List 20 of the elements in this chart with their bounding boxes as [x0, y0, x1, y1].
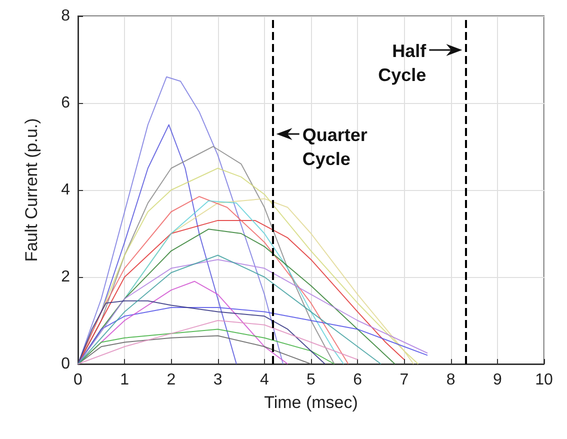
x-tick-label: 1	[120, 372, 130, 388]
x-tick-label: 0	[74, 372, 83, 388]
x-tick-label: 6	[353, 372, 362, 388]
y-axis-title: Fault Current (p.u.)	[22, 118, 41, 262]
x-tick-label: 3	[213, 372, 222, 388]
x-tick-label: 8	[446, 372, 456, 388]
x-tick-label: 7	[400, 372, 409, 388]
y-tick-label: 2	[61, 268, 70, 286]
y-tick-label: 4	[61, 182, 70, 198]
y-tick-label: 6	[61, 94, 70, 112]
y-tick-label: 8	[61, 8, 70, 24]
x-tick-label: 4	[260, 372, 269, 388]
x-tick-label: 9	[492, 372, 502, 388]
ref-line-label: Half Cycle	[378, 41, 428, 85]
y-tick-label: 0	[61, 356, 70, 372]
x-tick-label: 5	[306, 372, 316, 388]
ref-line-label: Quarter Cycle	[302, 125, 368, 169]
x-tick-label: 2	[166, 372, 176, 388]
x-axis-title: Time (msec)	[264, 393, 358, 412]
x-tick-label: 10	[535, 372, 553, 388]
